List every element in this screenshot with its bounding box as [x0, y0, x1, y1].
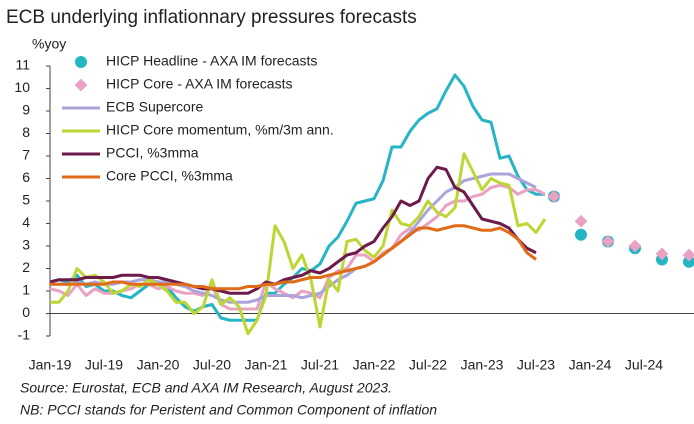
- y-tick-label: 9: [22, 102, 30, 118]
- y-tick-label: 11: [15, 57, 30, 73]
- y-tick-label: -1: [18, 327, 31, 343]
- x-tick-label: Jan-23: [461, 357, 504, 373]
- x-tick-label: Jan-21: [245, 357, 288, 373]
- x-tick-label: Jul-22: [409, 357, 447, 373]
- series-line: [50, 224, 537, 291]
- source-note: Source: Eurostat, ECB and AXA IM Researc…: [20, 380, 392, 396]
- legend-label: HICP Core - AXA IM forecasts: [106, 76, 292, 92]
- x-tick-label: Jan-24: [569, 357, 612, 373]
- forecast-marker: [601, 235, 615, 248]
- x-tick-label: Jul-19: [85, 357, 123, 373]
- y-tick-label: 8: [22, 124, 30, 140]
- y-tick-label: 1: [22, 282, 30, 298]
- y-tick-label: 6: [22, 169, 30, 185]
- x-tick-label: Jan-22: [353, 357, 396, 373]
- forecast-marker: [575, 228, 587, 241]
- legend-label: PCCI, %3mma: [106, 145, 199, 161]
- forecast-marker: [574, 214, 588, 228]
- series-line: [49, 73, 545, 322]
- y-tick-label: 5: [22, 192, 30, 208]
- legend-label: ECB Supercore: [106, 99, 203, 115]
- legend-label: Core PCCI, %3mma: [106, 168, 233, 184]
- x-tick-label: Jul-23: [517, 357, 555, 373]
- legend-label: HICP Core momentum, %m/3m ann.: [106, 122, 334, 138]
- y-tick-label: 2: [22, 259, 30, 275]
- legend-swatch: [75, 56, 87, 68]
- chart-title: ECB underlying inflationnary pressures f…: [6, 7, 417, 28]
- x-tick-label: Jan-20: [137, 357, 180, 373]
- series-line: [49, 165, 537, 295]
- y-tick-label: 0: [22, 304, 30, 320]
- series-line: [49, 183, 546, 311]
- y-tick-label: 4: [22, 214, 30, 230]
- y-axis-label: %yoy: [32, 36, 66, 52]
- y-tick-label: 10: [14, 79, 30, 95]
- x-tick-label: Jul-21: [301, 357, 339, 373]
- y-tick-label: 7: [22, 147, 30, 163]
- forecast-marker: [547, 190, 561, 203]
- y-tick-label: 3: [22, 237, 30, 253]
- legend-swatch: [74, 78, 88, 92]
- x-tick-label: Jan-19: [29, 357, 72, 373]
- nb-note: NB: PCCI stands for Peristent and Common…: [20, 402, 437, 418]
- x-tick-label: Jul-20: [193, 357, 231, 373]
- legend-label: HICP Headline - AXA IM forecasts: [106, 53, 317, 69]
- x-tick-label: Jul-24: [625, 357, 663, 373]
